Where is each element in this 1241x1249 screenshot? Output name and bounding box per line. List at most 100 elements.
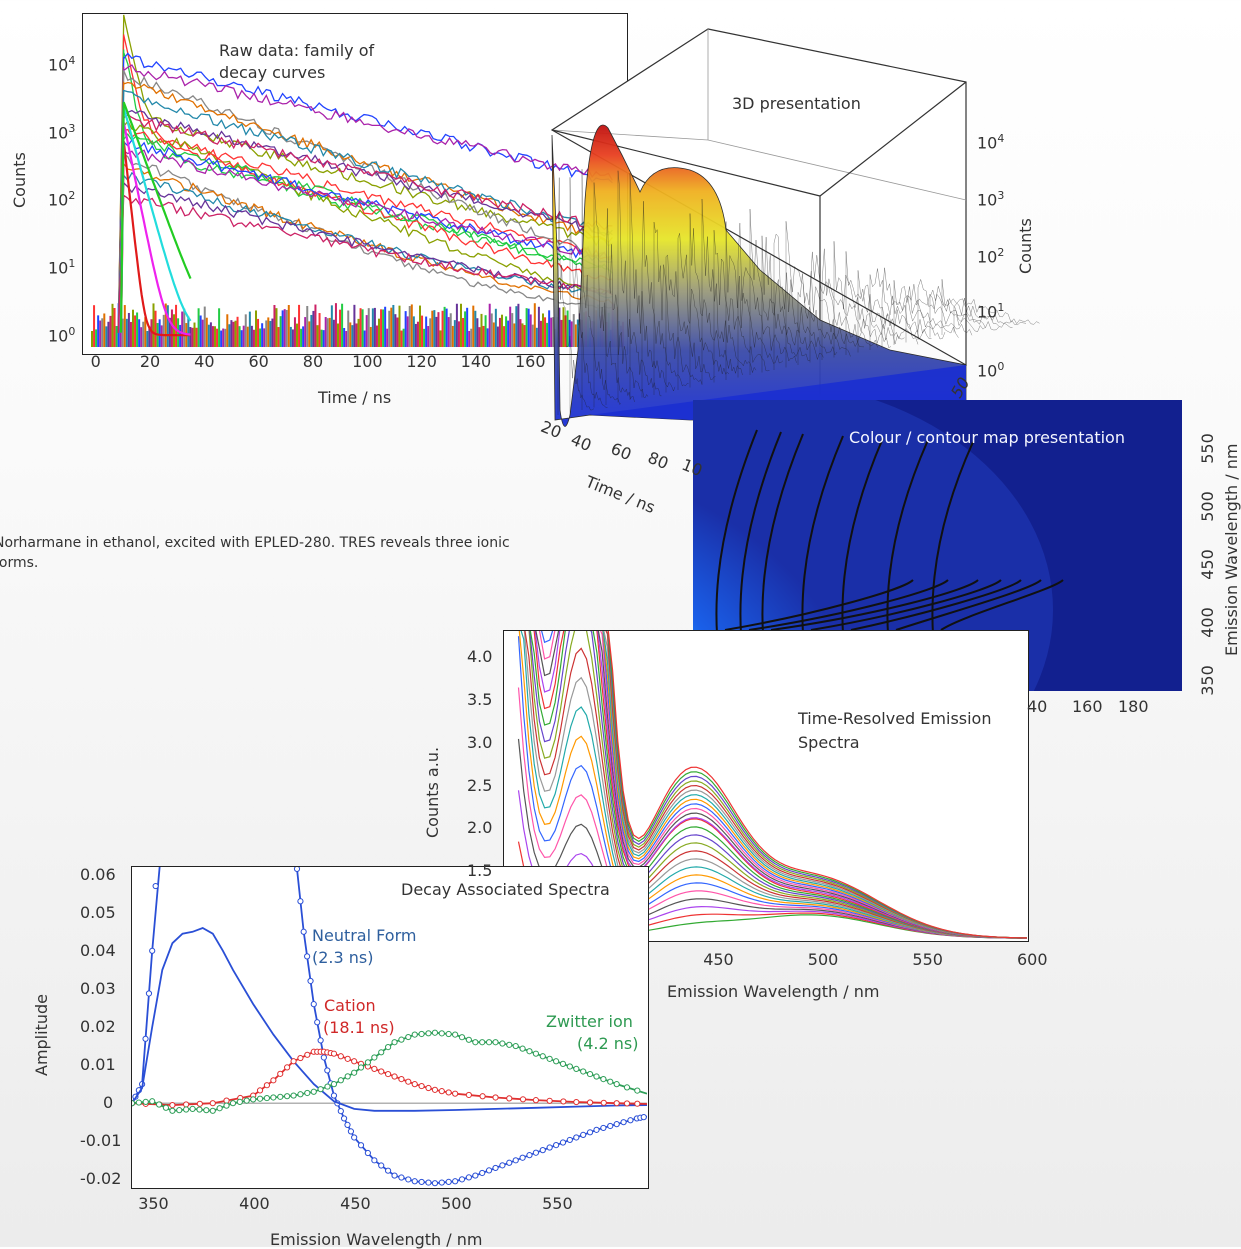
das-data-point bbox=[452, 1031, 459, 1038]
raw-noise-bar bbox=[457, 321, 460, 347]
raw-noise-bar bbox=[334, 303, 337, 347]
das-series-line bbox=[132, 1050, 647, 1107]
das-series-line bbox=[132, 1031, 647, 1112]
das-data-point bbox=[418, 1030, 425, 1038]
tres-y-tick: 3.0 bbox=[467, 732, 493, 752]
surface-ridge-line bbox=[941, 279, 1027, 335]
surface-ridge-line bbox=[569, 177, 608, 413]
raw-noise-bar bbox=[115, 325, 118, 347]
raw-noise-bar bbox=[416, 321, 419, 347]
raw-noise-bar bbox=[181, 311, 184, 347]
raw-noise-bar bbox=[330, 305, 333, 347]
das-data-point bbox=[613, 1081, 620, 1088]
raw-x-tick: 160 bbox=[514, 352, 546, 371]
raw-noise-bar bbox=[250, 325, 253, 347]
raw-noise-bar bbox=[195, 327, 198, 347]
raw-noise-bar bbox=[216, 328, 219, 347]
contour-y-tick: 550 bbox=[1197, 432, 1217, 464]
surface-ridge-line bbox=[809, 251, 878, 363]
das-x-tick: 500 bbox=[441, 1194, 472, 1213]
raw-noise-bar bbox=[95, 329, 98, 347]
raw-noise-bar bbox=[437, 312, 440, 347]
das-data-point bbox=[364, 1149, 371, 1157]
raw-decay-curve bbox=[117, 113, 613, 333]
raw-noise-bar bbox=[460, 303, 462, 347]
raw-noise-bar bbox=[134, 315, 137, 347]
raw-noise-bar bbox=[447, 317, 450, 347]
raw-noise-bar bbox=[392, 304, 395, 347]
surface-ridge-line bbox=[773, 233, 838, 370]
raw-noise-bar bbox=[363, 330, 366, 347]
raw-noise-bar bbox=[160, 325, 163, 347]
raw-noise-bar bbox=[349, 322, 352, 347]
das-neutral-label: Neutral Form bbox=[312, 926, 417, 945]
raw-noise-bar bbox=[283, 309, 286, 347]
das-data-point bbox=[620, 1119, 627, 1126]
das-data-point bbox=[135, 1099, 142, 1106]
contour-x-tick: 160 bbox=[1072, 697, 1103, 716]
das-data-point bbox=[155, 1101, 163, 1108]
raw-noise-bar bbox=[318, 313, 321, 347]
raw-noise-bar bbox=[476, 318, 479, 347]
surface-z-tick: 103 bbox=[977, 189, 1005, 210]
raw-noise-bar bbox=[529, 314, 532, 347]
raw-noise-bar bbox=[369, 326, 372, 347]
das-data-point bbox=[506, 1041, 513, 1048]
raw-noise-bar bbox=[293, 317, 296, 347]
raw-noise-bar bbox=[144, 317, 147, 347]
raw-decay-curve bbox=[117, 52, 613, 333]
das-data-point bbox=[593, 1126, 600, 1133]
das-data-point bbox=[384, 1070, 392, 1078]
raw-noise-bar bbox=[209, 322, 212, 347]
surface-ridge-line bbox=[953, 298, 1040, 333]
raw-decay-curve bbox=[117, 34, 613, 333]
raw-noise-bar bbox=[101, 318, 104, 347]
raw-noise-bar bbox=[404, 311, 407, 347]
raw-decay-curve bbox=[117, 49, 613, 333]
das-data-point bbox=[506, 1095, 513, 1102]
raw-noise-bar bbox=[367, 308, 370, 347]
das-data-point bbox=[384, 1044, 392, 1051]
raw-decay-plot bbox=[91, 14, 624, 347]
das-data-point bbox=[479, 1169, 486, 1177]
raw-y-tick: 103 bbox=[48, 121, 76, 142]
raw-fast-decay-curve bbox=[119, 122, 191, 336]
das-data-point bbox=[627, 1117, 634, 1124]
das-data-point bbox=[330, 1092, 338, 1099]
raw-noise-bar bbox=[384, 306, 387, 347]
raw-noise-bar bbox=[308, 321, 311, 347]
das-chart: Decay Associated Spectra bbox=[131, 866, 649, 1189]
das-data-point bbox=[623, 1084, 631, 1091]
raw-noise-bar bbox=[105, 326, 108, 347]
raw-noise-bar bbox=[127, 312, 130, 347]
raw-noise-bar bbox=[562, 307, 565, 347]
raw-noise-bar bbox=[226, 314, 229, 347]
das-data-point bbox=[411, 1031, 418, 1038]
raw-noise-bar bbox=[568, 319, 571, 347]
das-zwitter-lifetime: (4.2 ns) bbox=[577, 1034, 639, 1053]
das-data-point bbox=[532, 1050, 540, 1057]
raw-noise-bar bbox=[388, 310, 391, 347]
raw-noise-bar bbox=[560, 319, 563, 347]
contour-y-tick: 500 bbox=[1197, 490, 1217, 522]
das-data-point bbox=[263, 1082, 271, 1089]
das-data-point bbox=[512, 1157, 519, 1164]
raw-noise-bar bbox=[191, 327, 194, 347]
raw-noise-bar bbox=[148, 326, 151, 347]
raw-decay-curve bbox=[117, 161, 613, 333]
raw-noise-bar bbox=[300, 328, 303, 347]
das-y-tick: 0.04 bbox=[80, 940, 116, 960]
das-data-point bbox=[425, 1179, 432, 1186]
raw-noise-bar bbox=[267, 317, 270, 347]
das-data-point bbox=[169, 1101, 176, 1109]
das-data-point bbox=[300, 928, 307, 935]
das-data-point bbox=[623, 1100, 631, 1107]
das-data-point bbox=[613, 1100, 620, 1107]
raw-noise-bar bbox=[566, 310, 569, 347]
raw-noise-bar bbox=[443, 306, 446, 347]
raw-noise-bar bbox=[248, 311, 251, 347]
raw-noise-bar bbox=[572, 314, 575, 347]
raw-noise-bar bbox=[328, 317, 331, 347]
das-data-point bbox=[452, 1090, 459, 1097]
raw-noise-bar bbox=[371, 308, 374, 347]
